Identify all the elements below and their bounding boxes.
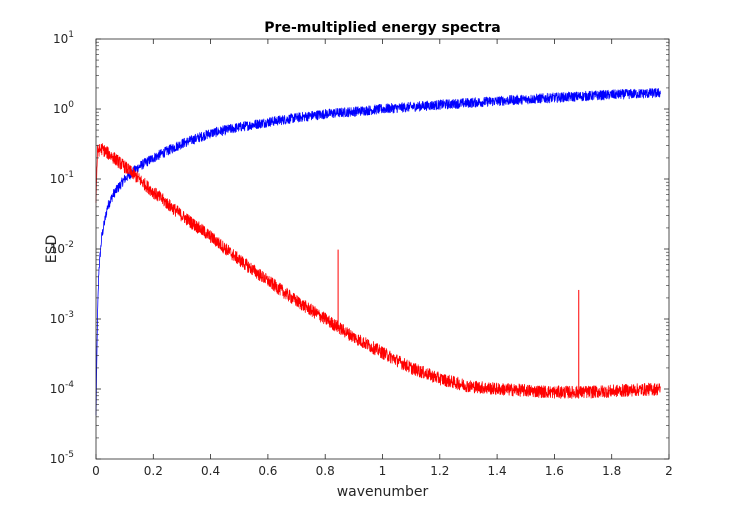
series-2-group	[95, 143, 661, 399]
y-tick-label: 101	[53, 30, 74, 46]
x-tick-label: 0.8	[316, 464, 335, 478]
series-1-group	[95, 88, 661, 416]
x-tick-label: 1.4	[488, 464, 507, 478]
tick-layer: 0 0.2 0.4 0.6 0.8 1 1.2 1.4 1.6 1.8 2 10-5 10-4 10-3 1…	[50, 30, 673, 478]
chart-title: Pre-multiplied energy spectra	[264, 20, 500, 36]
y-tick-label: 10-1	[50, 170, 74, 186]
x-tick-label: 2	[665, 464, 673, 478]
plot-area	[96, 39, 669, 459]
y-tick-label: 10-4	[50, 380, 75, 396]
x-tick-label: 0.4	[201, 464, 220, 478]
y-tick-label: 10-2	[50, 240, 74, 256]
x-tick-label: 0	[92, 464, 100, 478]
x-tick-label: 1.6	[545, 464, 564, 478]
series-2-line	[95, 143, 661, 399]
series-layer	[95, 88, 661, 416]
y-axis-label: ESD	[44, 235, 60, 264]
x-tick-label: 1	[379, 464, 387, 478]
y-tick-label: 10-5	[50, 450, 74, 466]
y-tick-label: 10-3	[50, 310, 74, 326]
y-tick-label: 100	[53, 100, 74, 116]
x-axis-label: wavenumber	[337, 484, 429, 500]
x-tick-label: 0.2	[144, 464, 163, 478]
x-tick-label: 1.8	[602, 464, 621, 478]
x-tick-label: 1.2	[430, 464, 449, 478]
series-1-line	[95, 88, 661, 416]
x-tick-label: 0.6	[258, 464, 277, 478]
